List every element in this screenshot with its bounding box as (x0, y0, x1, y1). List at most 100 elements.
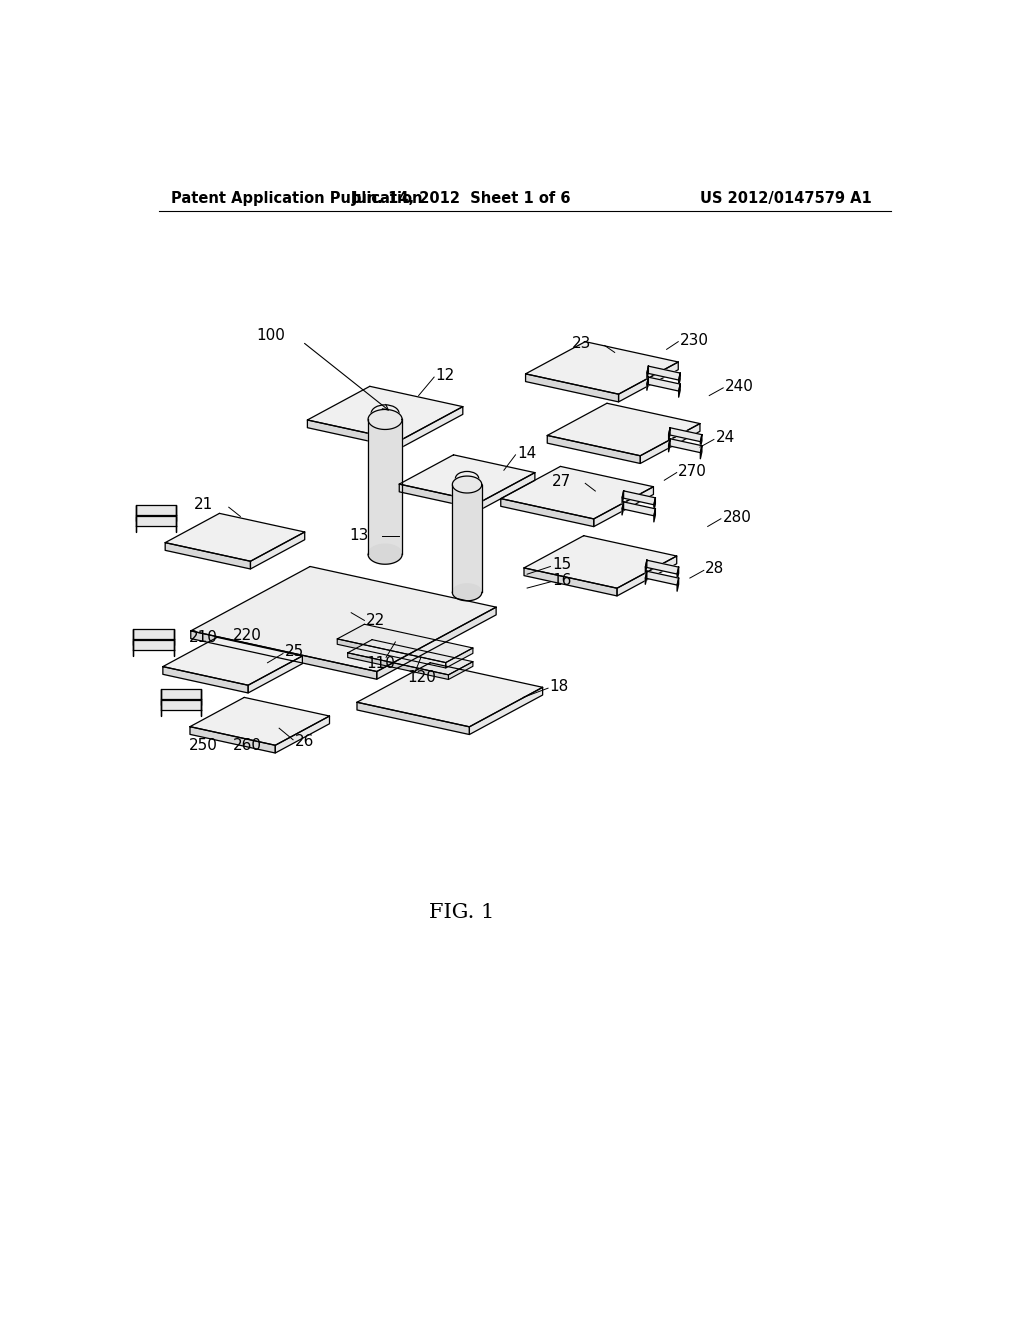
Polygon shape (165, 513, 305, 561)
Polygon shape (368, 544, 402, 564)
Polygon shape (399, 455, 535, 502)
Polygon shape (654, 498, 655, 511)
Text: 16: 16 (552, 573, 571, 587)
Text: 110: 110 (367, 656, 395, 671)
Text: 250: 250 (188, 738, 217, 754)
Text: 280: 280 (722, 510, 752, 525)
Polygon shape (654, 508, 655, 521)
Polygon shape (307, 387, 463, 441)
Polygon shape (622, 502, 655, 516)
Text: Jun. 14, 2012  Sheet 1 of 6: Jun. 14, 2012 Sheet 1 of 6 (351, 191, 571, 206)
Polygon shape (524, 536, 677, 589)
Text: 22: 22 (366, 612, 385, 628)
Polygon shape (594, 487, 653, 527)
Polygon shape (645, 572, 679, 585)
Polygon shape (645, 560, 647, 573)
Polygon shape (357, 702, 469, 734)
Polygon shape (501, 466, 653, 519)
Polygon shape (453, 484, 481, 593)
Polygon shape (190, 726, 275, 752)
Polygon shape (445, 648, 473, 668)
Polygon shape (480, 473, 535, 510)
Text: 24: 24 (716, 430, 734, 445)
Text: 12: 12 (435, 368, 455, 383)
Text: US 2012/0147579 A1: US 2012/0147579 A1 (700, 191, 872, 206)
Polygon shape (547, 404, 700, 455)
Polygon shape (669, 438, 701, 453)
Polygon shape (547, 436, 640, 463)
Polygon shape (679, 384, 680, 397)
Polygon shape (677, 568, 679, 581)
Polygon shape (501, 499, 594, 527)
Polygon shape (669, 428, 670, 441)
Text: 260: 260 (232, 738, 261, 752)
Text: 18: 18 (550, 678, 569, 694)
Polygon shape (161, 689, 201, 698)
Polygon shape (165, 543, 251, 569)
Text: 21: 21 (194, 498, 213, 512)
Text: 28: 28 (706, 561, 725, 577)
Text: 15: 15 (552, 557, 571, 573)
Polygon shape (248, 656, 302, 693)
Polygon shape (647, 366, 680, 380)
Polygon shape (669, 438, 670, 451)
Polygon shape (622, 491, 655, 504)
Text: 230: 230 (680, 333, 709, 347)
Polygon shape (377, 607, 496, 680)
Polygon shape (645, 560, 679, 574)
Polygon shape (700, 434, 701, 447)
Polygon shape (525, 374, 618, 401)
Polygon shape (469, 688, 543, 734)
Polygon shape (136, 516, 176, 525)
Polygon shape (640, 424, 700, 463)
Polygon shape (449, 661, 473, 680)
Polygon shape (368, 420, 402, 554)
Polygon shape (524, 568, 617, 595)
Polygon shape (307, 420, 400, 447)
Text: FIG. 1: FIG. 1 (429, 903, 494, 923)
Polygon shape (133, 630, 174, 639)
Text: 220: 220 (232, 628, 261, 643)
Polygon shape (622, 502, 624, 515)
Polygon shape (190, 566, 496, 672)
Polygon shape (400, 407, 463, 447)
Polygon shape (251, 532, 305, 569)
Polygon shape (647, 378, 680, 391)
Polygon shape (337, 624, 473, 663)
Text: 120: 120 (407, 669, 436, 685)
Polygon shape (677, 578, 679, 591)
Text: 26: 26 (295, 734, 314, 748)
Polygon shape (622, 491, 624, 504)
Text: 210: 210 (188, 630, 217, 645)
Polygon shape (617, 556, 677, 595)
Polygon shape (190, 697, 330, 746)
Polygon shape (163, 638, 302, 685)
Polygon shape (525, 342, 678, 395)
Polygon shape (133, 640, 174, 649)
Polygon shape (618, 362, 678, 401)
Polygon shape (669, 428, 701, 442)
Polygon shape (647, 366, 648, 379)
Polygon shape (679, 374, 680, 387)
Polygon shape (399, 484, 480, 510)
Text: 240: 240 (725, 379, 754, 393)
Polygon shape (190, 631, 377, 680)
Text: 100: 100 (256, 327, 285, 343)
Polygon shape (453, 583, 481, 601)
Polygon shape (163, 667, 248, 693)
Text: 27: 27 (552, 474, 571, 490)
Text: 25: 25 (285, 644, 304, 660)
Polygon shape (368, 409, 402, 429)
Polygon shape (453, 477, 481, 492)
Polygon shape (337, 639, 445, 668)
Polygon shape (136, 506, 176, 515)
Polygon shape (647, 378, 648, 391)
Polygon shape (700, 446, 701, 459)
Polygon shape (348, 653, 449, 680)
Polygon shape (348, 640, 473, 675)
Text: 14: 14 (517, 446, 537, 461)
Polygon shape (275, 715, 330, 752)
Text: 13: 13 (349, 528, 369, 544)
Text: 270: 270 (678, 463, 708, 479)
Text: 23: 23 (572, 337, 592, 351)
